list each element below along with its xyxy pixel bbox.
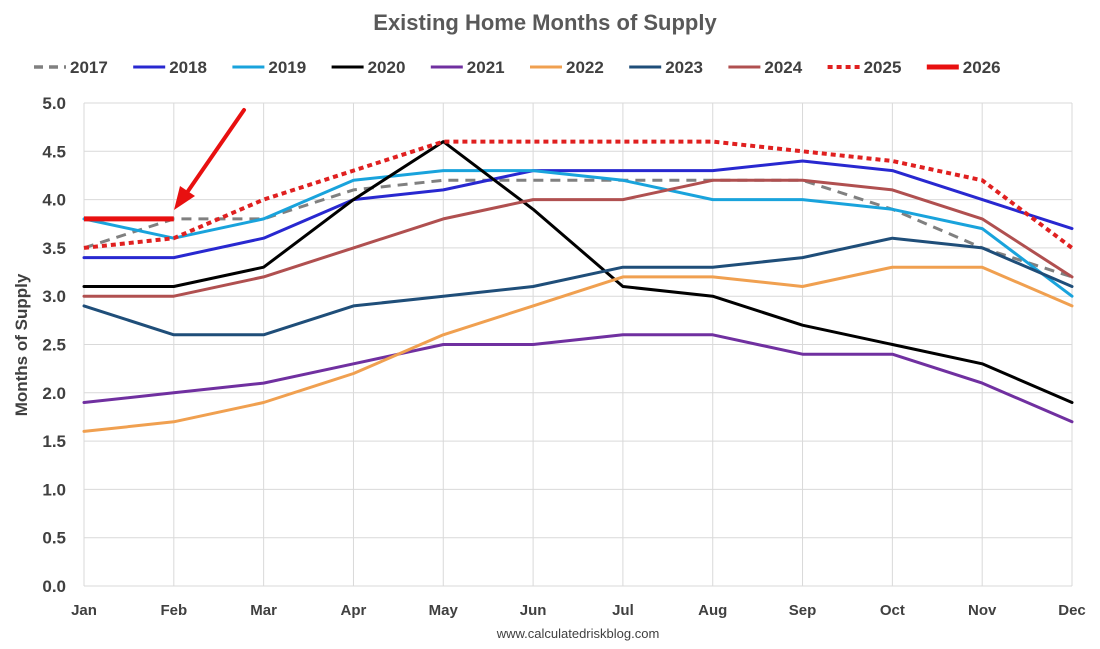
y-tick-label: 1.0 <box>42 480 66 499</box>
legend-label-2020: 2020 <box>368 58 406 77</box>
series-line-2025 <box>83 139 1074 250</box>
y-tick-label: 0.5 <box>42 529 66 548</box>
y-axis-ticks: 0.0 0.5 1.0 1.5 2.0 2.5 3.0 3.5 4.0 4.5 5.0 <box>42 94 66 596</box>
y-tick-label: 2.0 <box>42 384 66 403</box>
x-tick-label: Apr <box>341 602 367 619</box>
series-lines <box>82 139 1074 433</box>
series-line-2021 <box>82 333 1074 424</box>
legend-label-2021: 2021 <box>467 58 505 77</box>
x-tick-label: Feb <box>160 602 187 619</box>
series-line-2022 <box>82 265 1074 433</box>
annotation-arrow-head <box>174 186 195 210</box>
legend-label-2024: 2024 <box>764 58 802 77</box>
series-line-2018 <box>82 159 1074 260</box>
legend-label-2023: 2023 <box>665 58 703 77</box>
legend: 2017 2018 2019 2020 2021 2022 2023 2024 2025 2026 <box>34 58 1001 77</box>
legend-label-2025: 2025 <box>864 58 902 77</box>
legend-label-2019: 2019 <box>268 58 306 77</box>
series-line-2020 <box>82 140 1074 404</box>
y-axis-label: Months of Supply <box>12 273 31 416</box>
x-tick-label: Jan <box>71 602 97 619</box>
annotation-arrow-shaft <box>184 108 246 196</box>
arrow-annotation <box>174 108 246 210</box>
source-credit: www.calculatedriskblog.com <box>496 626 660 641</box>
x-tick-label: Dec <box>1058 602 1086 619</box>
y-tick-label: 4.5 <box>42 142 66 161</box>
x-tick-label: May <box>429 602 459 619</box>
x-axis-ticks: Jan Feb Mar Apr May Jun Jul Aug Sep Oct Nov Dec <box>71 602 1086 619</box>
y-tick-label: 0.0 <box>42 577 66 596</box>
legend-label-2018: 2018 <box>169 58 207 77</box>
gridlines <box>83 102 1073 587</box>
legend-label-2022: 2022 <box>566 58 604 77</box>
x-tick-label: Jul <box>612 602 634 619</box>
legend-label-2017: 2017 <box>70 58 108 77</box>
series-line-2024 <box>82 178 1074 298</box>
x-tick-label: Aug <box>698 602 727 619</box>
legend-label-2026: 2026 <box>963 58 1001 77</box>
x-tick-label: Oct <box>880 602 905 619</box>
series-line-2019 <box>82 169 1074 298</box>
y-tick-label: 1.5 <box>42 432 66 451</box>
y-tick-label: 3.5 <box>42 239 66 258</box>
y-tick-label: 3.0 <box>42 287 66 306</box>
series-line-2017 <box>83 178 1073 279</box>
y-tick-label: 2.5 <box>42 336 66 355</box>
x-tick-label: Sep <box>789 602 817 619</box>
chart-title: Existing Home Months of Supply <box>373 10 717 35</box>
x-tick-label: Jun <box>520 602 547 619</box>
x-tick-label: Mar <box>250 602 277 619</box>
y-tick-label: 4.0 <box>42 191 66 210</box>
y-tick-label: 5.0 <box>42 94 66 113</box>
x-tick-label: Nov <box>968 602 997 619</box>
series-line-2023 <box>82 236 1074 337</box>
